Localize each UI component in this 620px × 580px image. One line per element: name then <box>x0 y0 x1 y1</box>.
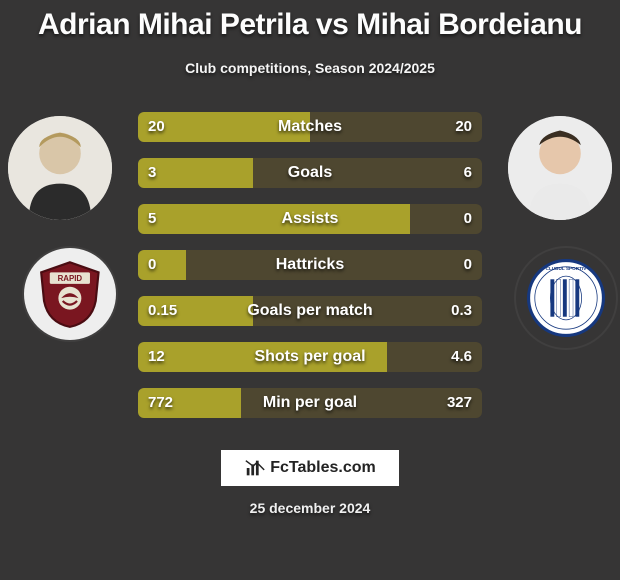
subtitle: Club competitions, Season 2024/2025 <box>0 60 620 76</box>
avatar-placeholder-icon <box>8 116 112 220</box>
stat-row: Matches2020 <box>138 112 482 142</box>
stat-track <box>138 250 482 280</box>
stat-segment-right <box>186 250 482 280</box>
club-crest-icon: CLUBUL SPORTIV <box>527 259 605 337</box>
stat-track <box>138 204 482 234</box>
player-right-avatar <box>508 116 612 220</box>
bar-chart-icon <box>244 457 266 479</box>
comparison-stage: RAPID CLUBUL SPORTIV Matches2020 Goals36 <box>0 98 620 438</box>
stat-segment-left <box>138 112 310 142</box>
stat-segment-right <box>253 158 482 188</box>
stat-segment-left <box>138 204 410 234</box>
club-badge-left: RAPID <box>24 248 116 340</box>
stat-row: Shots per goal124.6 <box>138 342 482 372</box>
svg-text:CLUBUL SPORTIV: CLUBUL SPORTIV <box>546 266 588 271</box>
stat-row: Goals36 <box>138 158 482 188</box>
date-label: 25 december 2024 <box>0 500 620 516</box>
stat-row: Min per goal772327 <box>138 388 482 418</box>
stat-track <box>138 342 482 372</box>
stat-segment-left <box>138 388 241 418</box>
stat-segment-right <box>253 296 482 326</box>
stat-segment-right <box>410 204 482 234</box>
avatar-placeholder-icon <box>508 116 612 220</box>
stat-track <box>138 388 482 418</box>
stat-segment-left <box>138 158 253 188</box>
page-title: Adrian Mihai Petrila vs Mihai Bordeianu <box>0 0 620 42</box>
club-crest-icon: RAPID <box>34 258 106 330</box>
player-left-avatar <box>8 116 112 220</box>
stat-row: Goals per match0.150.3 <box>138 296 482 326</box>
stat-track <box>138 296 482 326</box>
stat-segment-left <box>138 296 253 326</box>
stat-segment-right <box>387 342 482 372</box>
logo-text: FcTables.com <box>270 459 376 477</box>
club-badge-right: CLUBUL SPORTIV <box>516 248 616 348</box>
stat-bars: Matches2020 Goals36 Assists50 Hattricks00 Go… <box>138 112 482 434</box>
stat-track <box>138 112 482 142</box>
stat-track <box>138 158 482 188</box>
stat-segment-left <box>138 342 387 372</box>
svg-text:RAPID: RAPID <box>58 274 83 283</box>
stat-row: Hattricks00 <box>138 250 482 280</box>
stat-segment-left <box>138 250 186 280</box>
fctables-logo: FcTables.com <box>221 450 399 486</box>
stat-row: Assists50 <box>138 204 482 234</box>
stat-segment-right <box>241 388 482 418</box>
stat-segment-right <box>310 112 482 142</box>
